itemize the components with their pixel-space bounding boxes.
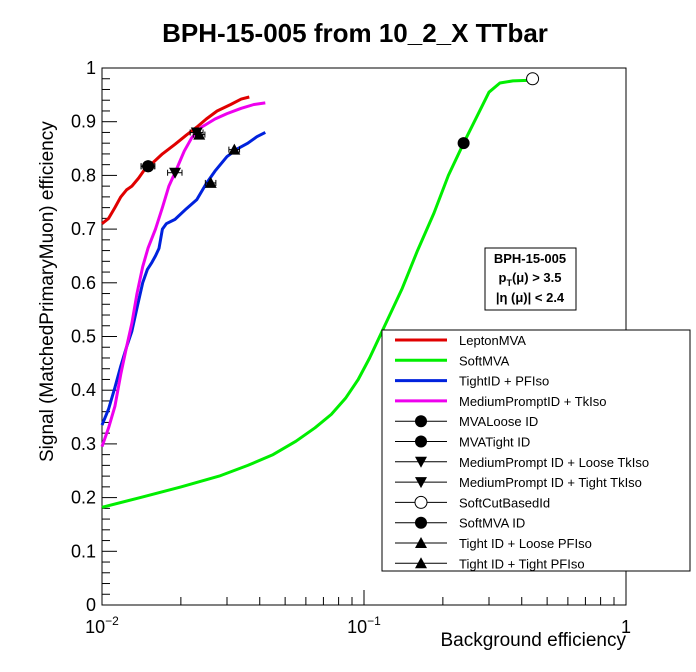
y-tick-label: 1 bbox=[86, 58, 96, 78]
x-tick-label: 10−1 bbox=[347, 614, 381, 637]
info-box-p: p bbox=[499, 270, 507, 285]
y-axis: 0 0.1 0.2 0.3 0.4 0.5 0.6 0.7 0.8 0.9 1 bbox=[71, 58, 117, 615]
y-tick-label: 0.5 bbox=[71, 327, 96, 347]
info-box-frame bbox=[484, 247, 577, 311]
marker-tight-id-tight-pfiso bbox=[228, 143, 241, 155]
legend-marker-symbol bbox=[415, 516, 427, 529]
legend-marker-symbol bbox=[415, 456, 427, 468]
y-tick-label: 0.8 bbox=[71, 165, 96, 185]
info-box-rest: (μ) > 3.5 bbox=[512, 270, 562, 285]
info-box-sub: T bbox=[506, 278, 512, 288]
legend-label: SoftCutBasedId bbox=[459, 495, 550, 510]
legend-frame bbox=[381, 329, 691, 572]
legend-label: SoftMVA ID bbox=[459, 516, 525, 531]
x-tick-label: 1 bbox=[621, 617, 631, 637]
marker-mediumprompt-id-loose-tkiso bbox=[169, 167, 182, 179]
x-axis-label: Background efficiency bbox=[440, 630, 626, 651]
marker-mvatight-id bbox=[142, 160, 155, 173]
legend-marker-symbol bbox=[415, 435, 427, 448]
y-tick-label: 0.6 bbox=[71, 273, 96, 293]
legend-label: MVALoose ID bbox=[459, 414, 538, 429]
legend-label: MediumPrompt ID + Tight TkIso bbox=[459, 475, 642, 490]
y-tick-label: 0 bbox=[86, 595, 96, 615]
marker-tight-id-loose-pfiso bbox=[193, 128, 206, 140]
y-tick-label: 0.7 bbox=[71, 219, 96, 239]
legend-label: SoftMVA bbox=[459, 353, 510, 368]
series-layer bbox=[100, 78, 528, 509]
legend: LeptonMVA SoftMVA TightID + PFIso MediumPro… bbox=[381, 329, 691, 572]
x-tick-label: 10−2 bbox=[85, 614, 119, 637]
legend-label: Tight ID + Loose PFIso bbox=[459, 536, 592, 551]
legend-label: TightID + PFIso bbox=[459, 374, 549, 389]
marker-softcutbasedid bbox=[526, 72, 540, 86]
info-box-line1: BPH-15-005 bbox=[494, 251, 566, 266]
legend-label: LeptonMVA bbox=[459, 333, 526, 348]
y-tick-label: 0.4 bbox=[71, 380, 96, 400]
y-tick-label: 0.2 bbox=[71, 488, 96, 508]
legend-marker-symbol bbox=[415, 537, 427, 548]
series-line-leptonmva bbox=[101, 95, 250, 225]
legend-entries: LeptonMVA SoftMVA TightID + PFIso MediumPro… bbox=[395, 333, 649, 571]
legend-label: MediumPrompt ID + Loose TkIso bbox=[459, 455, 649, 470]
legend-marker-symbol bbox=[415, 477, 427, 489]
info-box: BPH-15-005 pT(μ) > 3.5 |η (μ)| < 2.4 bbox=[484, 247, 577, 311]
legend-marker-symbol bbox=[414, 495, 428, 509]
legend-label: MediumPromptID + TkIso bbox=[459, 394, 607, 409]
info-box-line3: |η (μ)| < 2.4 bbox=[496, 290, 565, 305]
y-axis-label: Signal (MatchedPrimaryMuon) efficiency bbox=[37, 121, 58, 462]
marker-tight-id-tight-pfiso bbox=[204, 176, 217, 188]
x-axis: 10−2 10−1 1 bbox=[85, 590, 631, 637]
legend-marker-symbol bbox=[415, 557, 427, 569]
series-line-softmva bbox=[101, 78, 528, 509]
legend-label: MVATight ID bbox=[459, 435, 530, 450]
y-tick-label: 0.3 bbox=[71, 434, 96, 454]
y-tick-label: 0.1 bbox=[71, 541, 96, 561]
series-line-mediumpromptid-tkiso bbox=[100, 101, 266, 448]
chart-title: BPH-15-005 from 10_2_X TTbar bbox=[162, 18, 548, 48]
y-tick-label: 0.9 bbox=[71, 112, 96, 132]
series-line-tightid-pfiso bbox=[100, 131, 266, 426]
info-box-line2: pT(μ) > 3.5 bbox=[499, 270, 562, 288]
legend-marker-symbol bbox=[415, 415, 427, 428]
marker-softmva-id bbox=[457, 137, 470, 150]
legend-label: Tight ID + Tight PFIso bbox=[459, 556, 585, 571]
marker-layer bbox=[140, 72, 540, 188]
